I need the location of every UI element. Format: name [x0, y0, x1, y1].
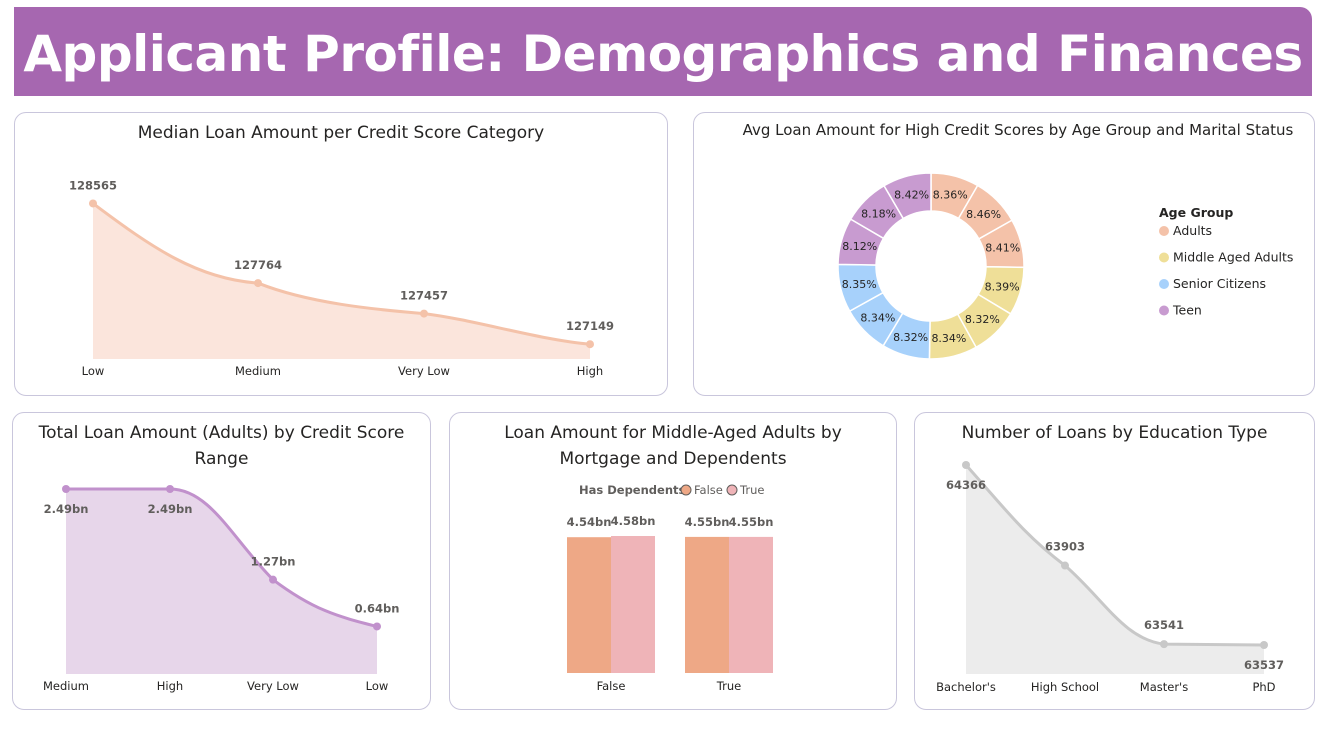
data-point [1260, 641, 1268, 649]
x-tick-label: High School [1031, 680, 1099, 694]
data-label: 127149 [566, 319, 614, 333]
x-tick-label: Medium [43, 679, 89, 693]
legend-item: Teen [1172, 303, 1202, 318]
slice-label: 8.39% [985, 280, 1020, 293]
avg-loan-donut-chart: 8.36%8.46%8.41%8.39%8.32%8.34%8.32%8.34%… [837, 172, 1293, 360]
chart-title: Total Loan Amount (Adults) by Credit Sco… [38, 423, 405, 469]
x-tick-label: Medium [235, 364, 281, 378]
data-label: 128565 [69, 178, 117, 192]
data-label: 0.64bn [355, 601, 400, 615]
education-card[interactable]: Number of Loans by Education Type 64366 B… [914, 412, 1315, 710]
area-fill [93, 203, 590, 359]
legend-item: Adults [1173, 223, 1212, 238]
data-point [420, 309, 428, 318]
legend-item: True [739, 483, 764, 497]
x-tick-label: Bachelor's [936, 680, 996, 694]
legend-item: Senior Citizens [1173, 276, 1266, 291]
data-point [373, 622, 381, 631]
data-label: 63541 [1144, 618, 1184, 632]
data-point [166, 485, 174, 493]
x-tick-label: Low [82, 364, 105, 378]
education-line-chart: 64366 Bachelor's 63903 High School 63541 Mast… [936, 461, 1284, 694]
series-line [92, 202, 591, 346]
data-label: 4.55bn [685, 515, 730, 529]
data-label: 63537 [1244, 658, 1284, 672]
slice-label: 8.35% [842, 278, 877, 291]
data-label: 127764 [234, 258, 282, 272]
data-label: 2.49bn [44, 502, 89, 516]
median-loan-card[interactable]: Median Loan Amount per Credit Score Cate… [14, 112, 668, 396]
slice-label: 8.46% [966, 208, 1001, 221]
bar [729, 536, 773, 673]
data-point [254, 279, 262, 288]
chart-title: Loan Amount for Middle-Aged Adults by Mo… [504, 423, 842, 469]
x-tick-label: True [716, 679, 741, 693]
data-label: 2.49bn [148, 502, 193, 516]
data-label: 63903 [1045, 540, 1085, 554]
slice-label: 8.34% [931, 332, 966, 345]
legend-marker [680, 484, 692, 496]
series-line [66, 487, 378, 628]
slice-label: 8.34% [860, 311, 895, 324]
slice-label: 8.12% [842, 240, 877, 253]
total-loan-adults-chart: 2.49bn Medium 2.49bn High 1.27bn Very Low 0.64… [43, 485, 400, 693]
legend-item: False [694, 483, 723, 497]
data-point [962, 461, 970, 469]
middle-aged-bar-chart: Has Dependents False True 4.54bn 4.58bn False… [567, 483, 774, 693]
data-label: 4.55bn [729, 515, 774, 529]
slice-label: 8.32% [965, 313, 1000, 326]
slice-label: 8.18% [861, 208, 896, 221]
legend-title: Has Dependents [579, 483, 686, 497]
legend-marker [1159, 279, 1169, 289]
x-tick-label: High [157, 679, 183, 693]
data-point [62, 485, 70, 493]
data-label: 4.54bn [567, 515, 612, 529]
x-tick-label: Very Low [247, 679, 299, 693]
legend-marker [726, 484, 738, 496]
legend-marker [1159, 252, 1169, 263]
bar [685, 536, 729, 673]
x-tick-label: High [577, 364, 603, 378]
x-tick-label: Low [366, 679, 389, 693]
area-fill [966, 465, 1264, 674]
x-tick-label: Very Low [398, 364, 450, 378]
data-point [586, 340, 594, 349]
middle-aged-card[interactable]: Loan Amount for Middle-Aged Adults by Mo… [449, 412, 897, 710]
data-point [1061, 561, 1069, 570]
data-point [89, 199, 97, 208]
bar [611, 536, 655, 673]
legend-marker [1159, 305, 1169, 316]
data-point [269, 575, 277, 584]
bar [567, 537, 611, 673]
chart-title: Median Loan Amount per Credit Score Cate… [137, 123, 545, 143]
data-point [1160, 640, 1168, 649]
total-loan-adults-card[interactable]: Total Loan Amount (Adults) by Credit Sco… [12, 412, 431, 710]
x-tick-label: Master's [1140, 680, 1188, 694]
page-title: Applicant Profile: Demographics and Fina… [23, 24, 1303, 83]
slice-label: 8.36% [933, 189, 968, 202]
chart-title: Avg Loan Amount for High Credit Scores b… [742, 121, 1294, 139]
chart-title: Number of Loans by Education Type [961, 423, 1268, 443]
data-label: 1.27bn [251, 555, 296, 569]
title-banner: Applicant Profile: Demographics and Fina… [14, 7, 1312, 96]
slice-label: 8.42% [894, 189, 929, 202]
legend-item: Middle Aged Adults [1173, 250, 1293, 265]
data-label: 127457 [400, 289, 448, 303]
x-tick-label: False [597, 679, 626, 693]
pie-slice [883, 172, 932, 220]
data-label: 64366 [946, 478, 986, 492]
slice-label: 8.41% [985, 242, 1020, 255]
area-fill [66, 489, 377, 674]
legend-title: Age Group [1159, 205, 1233, 220]
median-loan-chart: 128565 Low 127764 Medium 127457 Very Low 12714… [69, 178, 614, 378]
legend-marker [1159, 226, 1169, 236]
avg-loan-donut-card[interactable]: Avg Loan Amount for High Credit Scores b… [693, 112, 1315, 396]
x-tick-label: PhD [1252, 680, 1275, 694]
slice-label: 8.32% [893, 331, 928, 344]
data-label: 4.58bn [611, 514, 656, 528]
